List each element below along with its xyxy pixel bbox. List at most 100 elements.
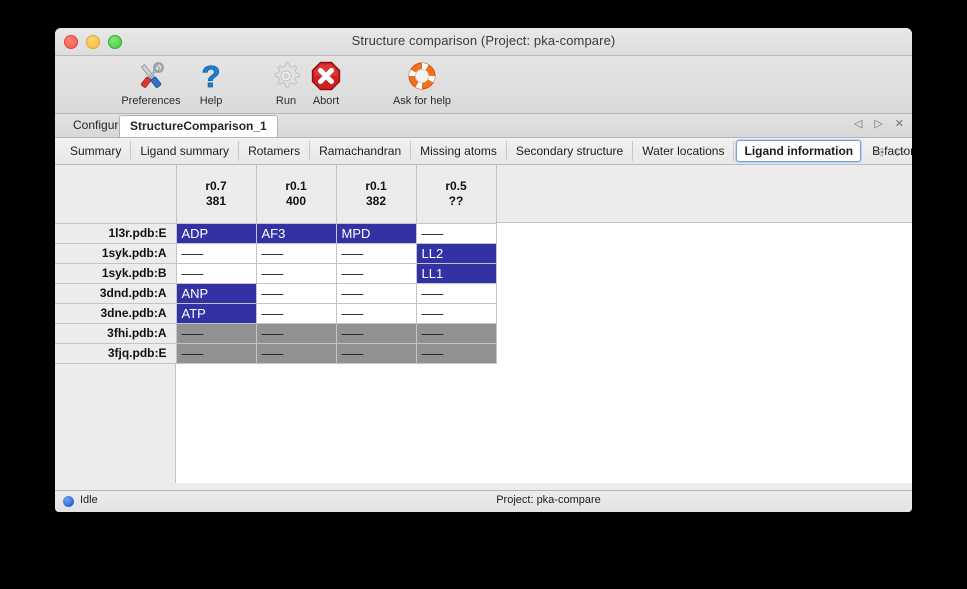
tools-icon (115, 58, 187, 94)
cell-3-2[interactable]: ––– (336, 283, 417, 304)
cell-2-0[interactable]: ––– (176, 263, 257, 284)
table-row[interactable]: 3dne.pdb:A ATP ––– ––– ––– (55, 303, 497, 324)
table-row[interactable]: 1syk.pdb:B ––– ––– ––– LL1 (55, 263, 497, 284)
row-header-0[interactable]: 1l3r.pdb:E (55, 223, 177, 244)
column-header-2[interactable]: r0.1 382 (336, 165, 417, 224)
toolbar: Preferences ? Help Run (55, 56, 912, 114)
app-window: Structure comparison (Project: pka-compa… (55, 28, 912, 512)
column-header-0[interactable]: r0.7 381 (176, 165, 257, 224)
cell-4-1[interactable]: ––– (256, 303, 337, 324)
lifebuoy-icon (383, 58, 461, 94)
toolbar-button-run[interactable]: Run (250, 58, 322, 107)
status-bar: Idle Project: pka-compare (55, 490, 912, 512)
toolbar-button-help[interactable]: ? Help (175, 58, 247, 107)
column-header-3[interactable]: r0.5 ?? (416, 165, 497, 224)
cell-1-2[interactable]: ––– (336, 243, 417, 264)
tab-ramachandran[interactable]: Ramachandran (310, 141, 412, 161)
status-state-label: Idle (80, 494, 98, 506)
zoom-button[interactable] (108, 35, 122, 49)
tab-b-factors[interactable]: B-factors (872, 144, 912, 158)
cell-2-3[interactable]: LL1 (416, 263, 497, 284)
cell-3-1[interactable]: ––– (256, 283, 337, 304)
cell-3-3[interactable]: ––– (416, 283, 497, 304)
minimize-button[interactable] (86, 35, 100, 49)
column-header-3-line1: r0.5 (445, 178, 467, 193)
tab-summary[interactable]: Summary (61, 141, 132, 161)
document-tab-nav: ◁ ▷ ✕ (854, 117, 904, 131)
status-indicator-icon (63, 496, 74, 507)
doc-tab-structurecomparison-1[interactable]: StructureComparison_1 (119, 115, 278, 137)
cell-1-1[interactable]: ––– (256, 243, 337, 264)
tab-missing-atoms[interactable]: Missing atoms (411, 141, 507, 161)
table-row[interactable]: 1syk.pdb:A ––– ––– ––– LL2 (55, 243, 497, 264)
column-header-0-line1: r0.7 (205, 178, 227, 193)
cell-4-3[interactable]: ––– (416, 303, 497, 324)
toolbar-label-help: Help (199, 95, 223, 107)
row-header-4[interactable]: 3dne.pdb:A (55, 303, 177, 324)
cell-0-0[interactable]: ADP (176, 223, 257, 244)
cell-5-1[interactable]: ––– (256, 323, 337, 344)
status-project-label: Project: pka-compare (496, 494, 601, 506)
cell-1-0[interactable]: ––– (176, 243, 257, 264)
row-header-6[interactable]: 3fjq.pdb:E (55, 343, 177, 364)
cell-1-3[interactable]: LL2 (416, 243, 497, 264)
toolbar-label-abort: Abort (312, 95, 340, 107)
toolbar-button-ask-for-help[interactable]: Ask for help (383, 58, 461, 107)
row-header-3[interactable]: 3dnd.pdb:A (55, 283, 177, 304)
tab-ligand-information[interactable]: Ligand information (736, 140, 862, 162)
sub-tab-next-icon[interactable]: ▷ (896, 145, 905, 158)
cell-6-2[interactable]: ––– (336, 343, 417, 364)
cell-4-0[interactable]: ATP (176, 303, 257, 324)
doc-tab-prev-icon[interactable]: ◁ (853, 118, 863, 130)
cell-3-0[interactable]: ANP (176, 283, 257, 304)
row-header-2[interactable]: 1syk.pdb:B (55, 263, 177, 284)
cell-4-2[interactable]: ––– (336, 303, 417, 324)
cell-0-3[interactable]: ––– (416, 223, 497, 244)
sub-tab-prev-icon[interactable]: ◁ (874, 145, 883, 158)
cell-5-3[interactable]: ––– (416, 323, 497, 344)
toolbar-button-preferences[interactable]: Preferences (115, 58, 187, 107)
column-header-1-line2: 400 (285, 193, 307, 208)
table-row[interactable]: 3fjq.pdb:E ––– ––– ––– ––– (55, 343, 497, 364)
cell-6-1[interactable]: ––– (256, 343, 337, 364)
cell-5-2[interactable]: ––– (336, 323, 417, 344)
doc-tab-next-icon[interactable]: ▷ (874, 118, 883, 130)
cell-0-2[interactable]: MPD (336, 223, 417, 244)
doc-tab-configure[interactable]: Configure (73, 118, 126, 132)
cell-2-2[interactable]: ––– (336, 263, 417, 284)
ligand-information-table: r0.7 381 r0.1 400 r0.1 382 r0.5 ?? (55, 165, 497, 364)
cell-0-1[interactable]: AF3 (256, 223, 337, 244)
stop-x-icon (290, 58, 362, 94)
window-title: Structure comparison (Project: pka-compa… (351, 33, 616, 48)
column-header-1-line1: r0.1 (285, 178, 307, 193)
column-header-3-line2: ?? (448, 193, 464, 208)
sub-tab-bar: Summary Ligand summary Rotamers Ramachan… (55, 138, 912, 165)
question-mark-icon: ? (175, 58, 247, 94)
title-bar: Structure comparison (Project: pka-compa… (55, 28, 912, 56)
cell-5-0[interactable]: ––– (176, 323, 257, 344)
document-tab-bar: Configure StructureComparison_1 ◁ ▷ ✕ (55, 114, 912, 138)
toolbar-button-abort[interactable]: Abort (290, 58, 362, 107)
toolbar-label-ask-for-help: Ask for help (392, 95, 452, 107)
table-corner-cell (55, 165, 177, 224)
tab-ligand-summary[interactable]: Ligand summary (131, 141, 240, 161)
table-row[interactable]: 1l3r.pdb:E ADP AF3 MPD ––– (55, 223, 497, 244)
tab-water-locations[interactable]: Water locations (633, 141, 735, 161)
table-header-row: r0.7 381 r0.1 400 r0.1 382 r0.5 ?? (55, 165, 497, 224)
tab-secondary-structure[interactable]: Secondary structure (507, 141, 634, 161)
doc-tab-close-icon[interactable]: ✕ (894, 118, 904, 130)
table-row[interactable]: 3dnd.pdb:A ANP ––– ––– ––– (55, 283, 497, 304)
row-header-5[interactable]: 3fhi.pdb:A (55, 323, 177, 344)
gear-icon (250, 58, 322, 94)
toolbar-label-run: Run (275, 95, 297, 107)
cell-2-1[interactable]: ––– (256, 263, 337, 284)
column-header-1[interactable]: r0.1 400 (256, 165, 337, 224)
svg-text:?: ? (202, 60, 221, 92)
column-header-2-line1: r0.1 (365, 178, 387, 193)
cell-6-3[interactable]: ––– (416, 343, 497, 364)
tab-rotamers[interactable]: Rotamers (239, 141, 311, 161)
row-header-1[interactable]: 1syk.pdb:A (55, 243, 177, 264)
table-row[interactable]: 3fhi.pdb:A ––– ––– ––– ––– (55, 323, 497, 344)
close-button[interactable] (64, 35, 78, 49)
cell-6-0[interactable]: ––– (176, 343, 257, 364)
